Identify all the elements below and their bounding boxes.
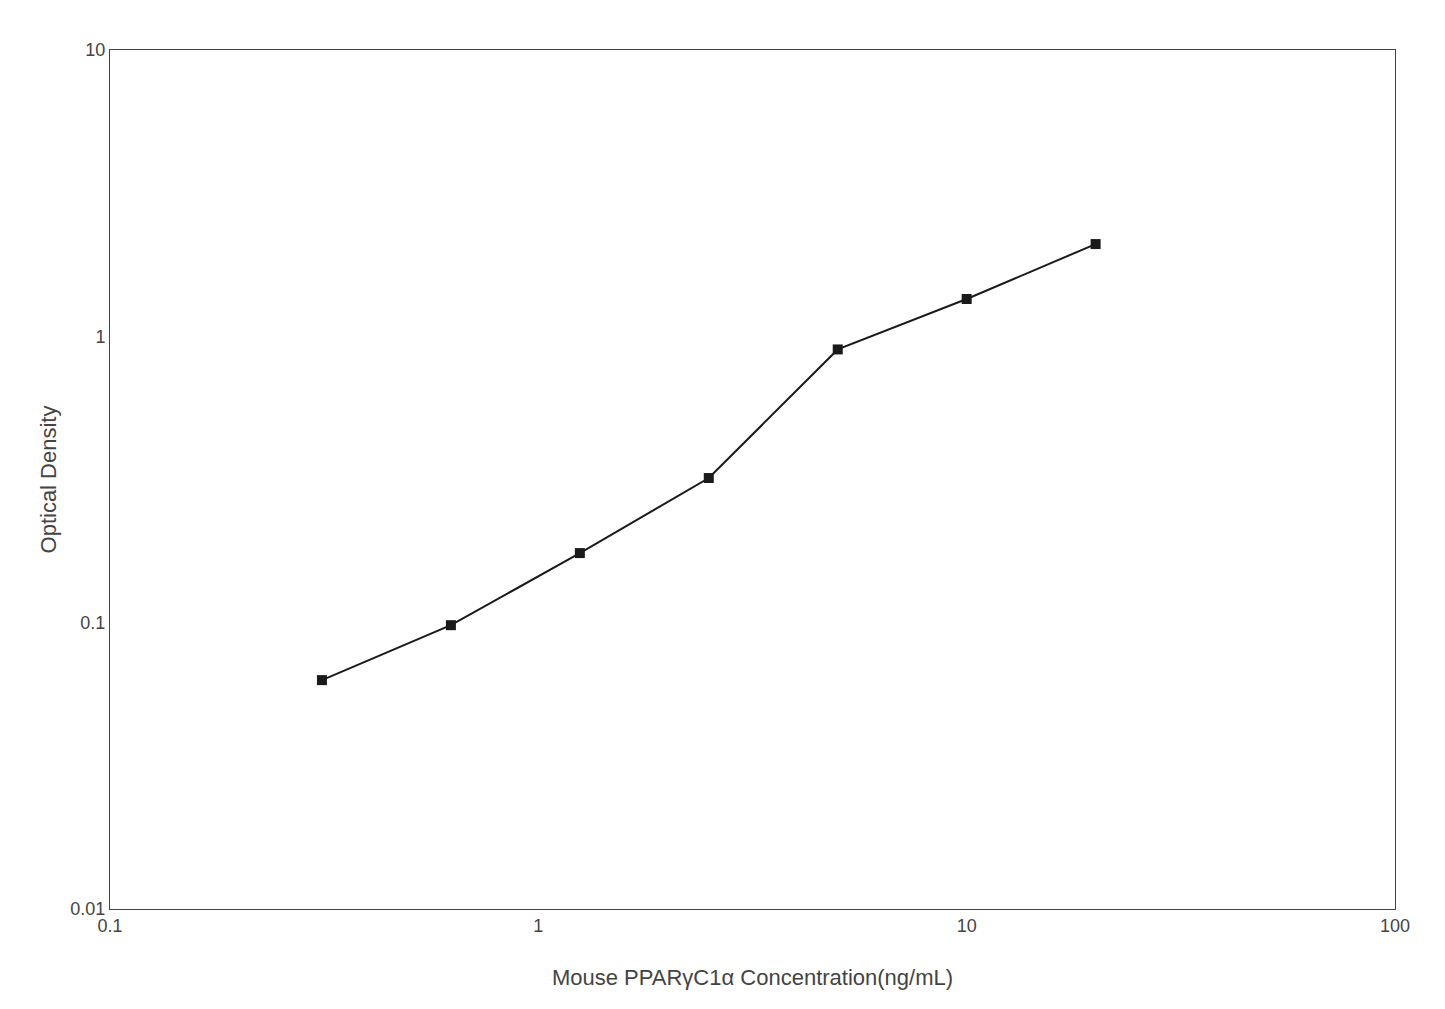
svg-text:10: 10 <box>957 916 977 936</box>
svg-text:1: 1 <box>533 916 543 936</box>
svg-text:0.1: 0.1 <box>97 916 122 936</box>
svg-text:Mouse PPARγC1α Concentration(n: Mouse PPARγC1α Concentration(ng/mL) <box>552 965 953 990</box>
svg-text:Optical Density: Optical Density <box>36 406 61 554</box>
svg-text:10: 10 <box>85 40 105 60</box>
svg-text:1: 1 <box>95 327 105 347</box>
svg-text:100: 100 <box>1380 916 1410 936</box>
svg-text:0.1: 0.1 <box>80 613 105 633</box>
svg-text:0.01: 0.01 <box>70 899 105 919</box>
